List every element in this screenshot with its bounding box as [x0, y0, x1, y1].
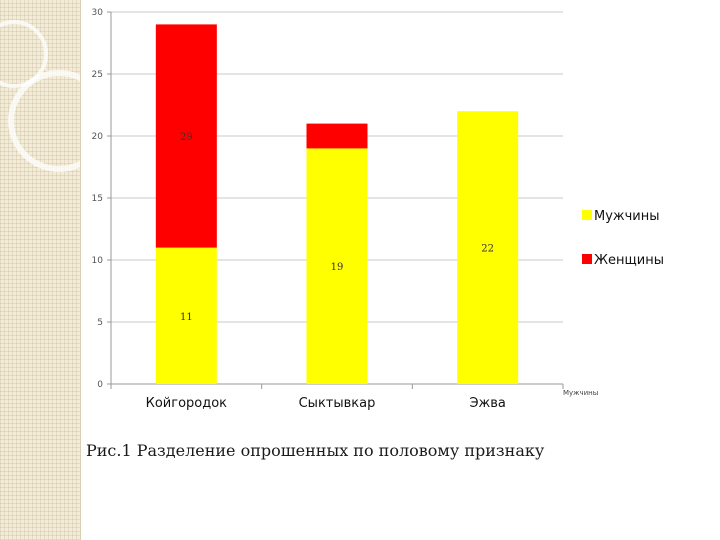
y-tick-label: 10 — [92, 256, 104, 266]
y-tick-label: 5 — [97, 318, 103, 328]
data-label: 29 — [180, 132, 193, 143]
y-tick-label: 0 — [97, 380, 103, 390]
legend-swatch — [582, 210, 592, 220]
data-label: 11 — [180, 312, 193, 323]
figure-caption: Рис.1 Разделение опрошенных по половому … — [86, 441, 545, 460]
x-tick-label: Сыктывкар — [299, 396, 376, 411]
bar-men — [457, 111, 519, 384]
x-tick-label: Койгородок — [146, 396, 228, 411]
stray-axis-text: Мужчины — [563, 389, 598, 397]
bar-men — [306, 148, 368, 384]
y-tick-label: 25 — [92, 70, 103, 80]
data-label: 19 — [331, 262, 344, 273]
bar-men — [155, 247, 217, 384]
bar-women — [306, 123, 368, 149]
legend-label: Женщины — [594, 253, 664, 268]
y-tick-label: 30 — [92, 8, 104, 18]
bar-women — [155, 24, 217, 248]
data-label: 22 — [481, 244, 494, 255]
decorative-ring — [0, 20, 48, 88]
legend-label: Мужчины — [594, 209, 660, 224]
legend-swatch — [582, 254, 592, 264]
side-divider — [80, 0, 81, 540]
x-tick-label: Эжва — [469, 396, 505, 411]
y-tick-label: 20 — [92, 132, 104, 142]
decorative-side-strip — [0, 0, 110, 540]
y-tick-label: 15 — [92, 194, 103, 204]
